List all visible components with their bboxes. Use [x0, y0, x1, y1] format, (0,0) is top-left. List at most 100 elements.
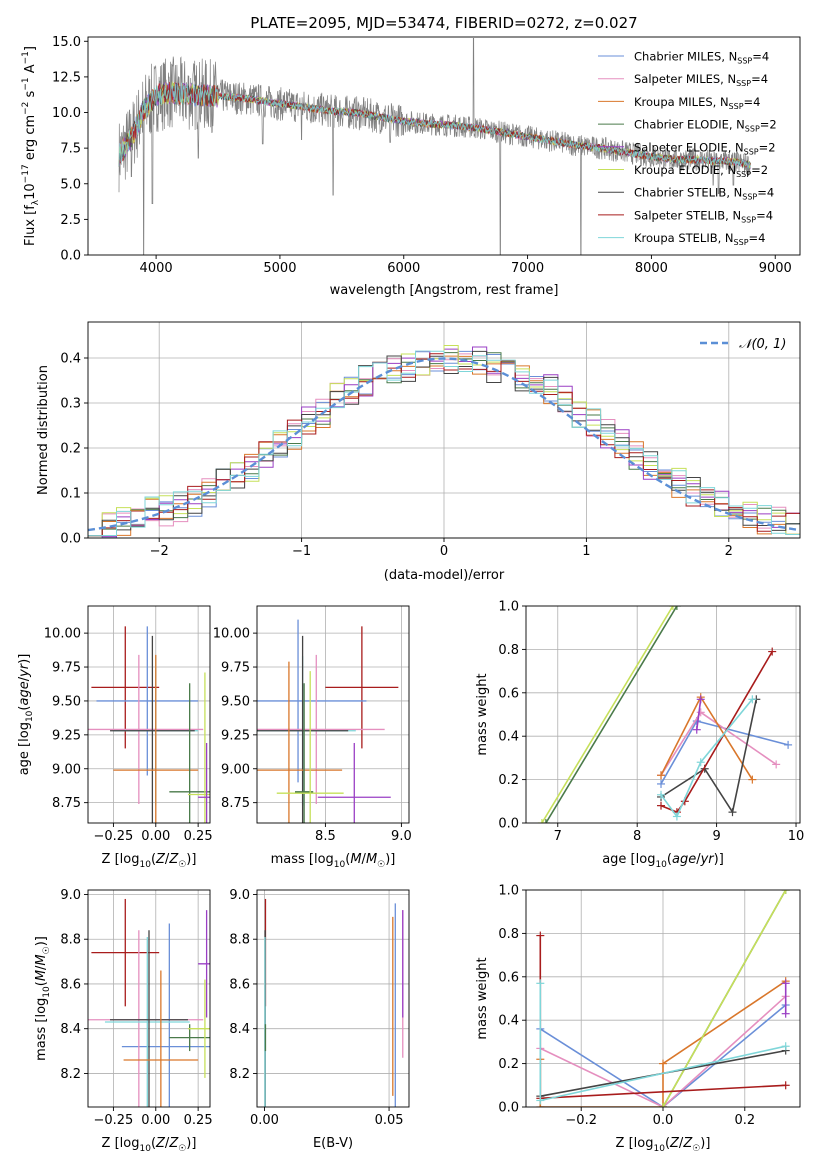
weight-series-line — [660, 699, 758, 815]
weight-point-marker — [696, 708, 705, 717]
grid — [257, 606, 409, 823]
error-bar-point — [257, 654, 385, 805]
plot-area — [536, 890, 790, 1107]
x-axis-label: Z [log10(Z/Z☉)] — [616, 1136, 711, 1154]
y-tick-label: 12.5 — [52, 70, 81, 85]
y-tick-label: 0.2 — [498, 773, 519, 788]
weight-series-line — [539, 1004, 787, 1107]
weight-point-marker — [657, 771, 666, 780]
y-tick-label: 15.0 — [52, 35, 81, 50]
error-bar-point — [317, 742, 391, 823]
x-tick-label: 6000 — [387, 261, 420, 276]
legend: Chabrier MILES, NSSP=4 Salpeter MILES, NS… — [598, 50, 777, 247]
weight-series-line — [660, 720, 789, 785]
weight-series-line — [662, 890, 787, 1107]
legend-entry: Salpeter ELODIE, NSSP=2 — [634, 140, 776, 156]
x-axis-label: (data-model)/error — [384, 568, 505, 583]
error-bar-point — [325, 626, 399, 749]
x-tick-label: 4000 — [140, 261, 173, 276]
y-axis-label: Normed distribution — [36, 365, 51, 495]
weight-point-marker — [659, 1103, 667, 1107]
y-tick-label: 0.6 — [498, 970, 519, 985]
y-tick-label: 8.75 — [52, 796, 81, 811]
x-tick-label: −2 — [150, 544, 169, 559]
y-tick-label: 0.8 — [498, 927, 519, 942]
legend-entry: Chabrier STELIB, NSSP=4 — [634, 186, 774, 202]
weight-point-marker — [748, 775, 757, 784]
y-tick-label: 9.00 — [221, 762, 250, 777]
y-tick-label: 0.3 — [60, 397, 81, 412]
weight-point-marker — [541, 819, 550, 823]
weight-point-marker — [772, 760, 781, 769]
error-bar-point — [110, 635, 195, 823]
grid — [88, 890, 210, 1107]
error-bar-point — [113, 654, 199, 823]
y-tick-label: 0.4 — [498, 1014, 519, 1029]
x-tick-label: 9 — [712, 829, 720, 844]
axes-frame — [525, 605, 801, 824]
x-tick-label: 7000 — [511, 261, 544, 276]
error-bar-point — [110, 930, 188, 1107]
weight-point-marker — [536, 931, 545, 940]
figure-title: PLATE=2095, MJD=53474, FIBERID=0272, z=0… — [250, 14, 637, 32]
axes-frame — [256, 889, 410, 1108]
mass-vs-ebv-panel: 0.00 0.05 8.2 8.4 8.6 8.8 9.0 E(B-V) — [229, 888, 410, 1151]
weight-point-marker — [536, 979, 545, 988]
y-tick-label: 8.75 — [221, 796, 250, 811]
plot-area — [537, 606, 793, 823]
x-axis-label: Z [log10(Z/Z☉)] — [102, 852, 197, 870]
legend-entry: Chabrier ELODIE, NSSP=2 — [634, 118, 777, 134]
x-tick-label: 0.0 — [653, 1113, 674, 1128]
error-bar-point — [257, 619, 367, 783]
error-bar-point — [257, 661, 343, 823]
x-tick-label: 0 — [440, 544, 448, 559]
x-tick-label: −0.25 — [93, 829, 133, 844]
y-tick-label: 8.6 — [229, 977, 250, 992]
weight-point-marker — [696, 695, 705, 704]
y-tick-label: 2.5 — [60, 213, 81, 228]
error-bar-point — [169, 683, 210, 823]
y-tick-label: 0.1 — [60, 487, 81, 502]
age-vs-mass-panel: 8.5 9.0 8.75 9.00 9.25 9.50 9.75 10.00 mass [log… — [213, 605, 412, 870]
weight-series-line — [539, 995, 787, 1107]
y-tick-label: 5.0 — [60, 177, 81, 192]
spectrum-panel: 4000 5000 6000 7000 8000 9000 0.0 2.5 5.0 7.5 10.0… — [21, 35, 801, 298]
x-axis-label: wavelength [Angstrom, rest frame] — [330, 283, 559, 298]
error-bar-point — [88, 654, 204, 805]
legend-entry: Kroupa MILES, NSSP=4 — [634, 95, 760, 111]
x-tick-label: 2 — [725, 544, 733, 559]
y-tick-label: 0.2 — [498, 1057, 519, 1072]
weight-series-line — [696, 699, 702, 730]
y-tick-label: 10.00 — [44, 627, 81, 642]
normal-curve — [88, 357, 800, 532]
x-tick-label: 8.5 — [315, 829, 336, 844]
weight-point-marker — [657, 779, 666, 788]
error-bar-point — [123, 970, 199, 1107]
weight-point-marker — [696, 758, 705, 767]
x-tick-label: 5000 — [263, 261, 296, 276]
weight-point-marker — [536, 1096, 545, 1105]
y-tick-label: 8.8 — [60, 933, 81, 948]
weight-point-marker — [537, 819, 546, 823]
mass-vs-metallicity-panel: −0.25 0.00 0.25 8.2 8.4 8.6 8.8 9.0 Z [log10(Z/Z… — [34, 888, 213, 1154]
legend-entry: Chabrier MILES, NSSP=4 — [634, 50, 769, 66]
x-tick-label: −0.25 — [93, 1113, 133, 1128]
residuals-panel: −2 −1 0 1 2 0.0 0.1 0.2 0.3 0.4 𝒩(0, 1) (data-model… — [36, 321, 801, 583]
y-tick-label: 0.4 — [498, 730, 519, 745]
y-tick-label: 8.2 — [229, 1067, 250, 1082]
y-tick-label: 9.00 — [52, 762, 81, 777]
y-tick-label: 9.25 — [221, 728, 250, 743]
y-tick-label: 9.75 — [52, 661, 81, 676]
weight-point-marker — [781, 1009, 790, 1018]
weight-point-marker — [668, 606, 677, 610]
axes-frame — [87, 605, 211, 824]
y-tick-label: 9.25 — [52, 728, 81, 743]
weight-vs-metallicity-panel: −0.2 0.0 0.2 0.0 0.2 0.4 0.6 0.8 1.0 Z [log10(Z/Z… — [475, 884, 801, 1154]
weight-point-marker — [728, 808, 737, 817]
legend: 𝒩(0, 1) — [700, 337, 786, 352]
plot-area — [264, 898, 404, 1107]
y-tick-label: 0.4 — [60, 352, 81, 367]
y-tick-label: 9.0 — [60, 888, 81, 903]
axes-frame — [87, 36, 801, 256]
weight-series-line — [660, 698, 753, 819]
